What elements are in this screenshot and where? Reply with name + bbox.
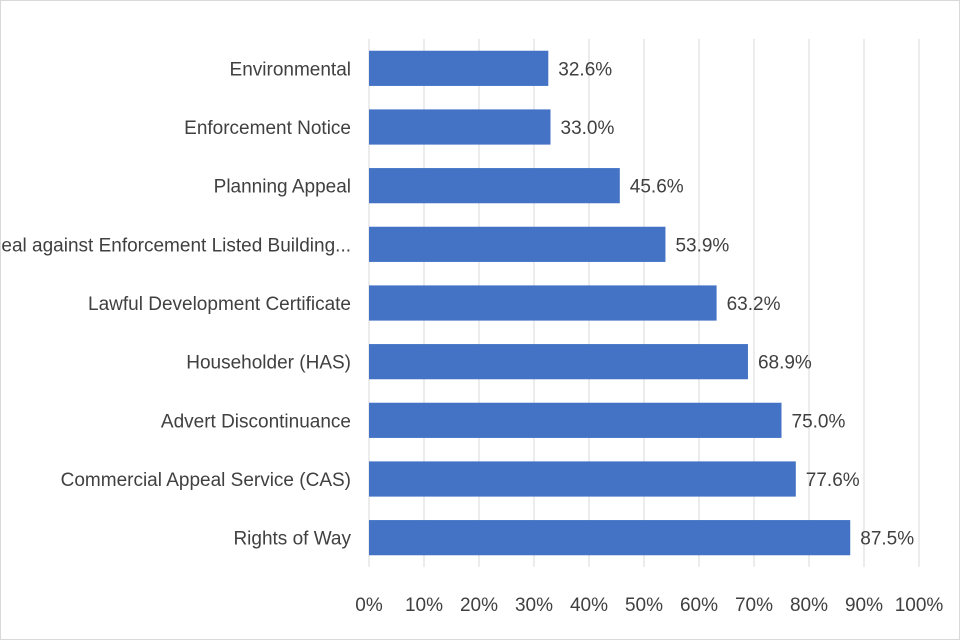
bar (369, 168, 620, 204)
value-label: 53.9% (675, 235, 729, 256)
category-label: Enforcement Notice (184, 118, 351, 139)
x-tick-label: 30% (515, 595, 553, 616)
bar (369, 285, 717, 321)
x-tick-label: 70% (735, 595, 773, 616)
bar (369, 461, 796, 497)
value-label: 32.6% (558, 59, 612, 80)
category-label: Advert Discontinuance (161, 411, 351, 432)
category-label: Appeal against Enforcement Listed Buildi… (1, 235, 351, 256)
value-label: 63.2% (727, 294, 781, 315)
bar (369, 50, 549, 86)
category-label: Planning Appeal (214, 177, 351, 198)
category-label: Rights of Way (233, 529, 351, 550)
labels: 0% 10% 20% 30% 40% 50% 60% 70% 80% 90% 100% Environ… (1, 59, 943, 616)
bar (369, 402, 782, 438)
value-label: 45.6% (630, 177, 684, 198)
x-tick-label: 20% (460, 595, 498, 616)
x-tick-label: 100% (895, 595, 944, 616)
x-tick-label: 80% (790, 595, 828, 616)
value-label: 33.0% (561, 118, 615, 139)
x-tick-label: 10% (405, 595, 443, 616)
category-label: Commercial Appeal Service (CAS) (61, 470, 351, 491)
category-label: Householder (HAS) (186, 353, 351, 374)
value-label: 77.6% (806, 470, 860, 491)
value-label: 87.5% (860, 529, 914, 550)
bar (369, 344, 748, 380)
category-label: Lawful Development Certificate (88, 294, 351, 315)
category-label: Environmental (230, 59, 351, 80)
x-tick-label: 60% (680, 595, 718, 616)
x-tick-label: 0% (355, 595, 383, 616)
bar (369, 226, 666, 262)
bars (369, 50, 851, 556)
x-tick-label: 50% (625, 595, 663, 616)
bar (369, 109, 551, 145)
value-label: 68.9% (758, 353, 812, 374)
value-label: 75.0% (792, 411, 846, 432)
bar (369, 520, 851, 556)
x-tick-label: 40% (570, 595, 608, 616)
x-tick-label: 90% (845, 595, 883, 616)
